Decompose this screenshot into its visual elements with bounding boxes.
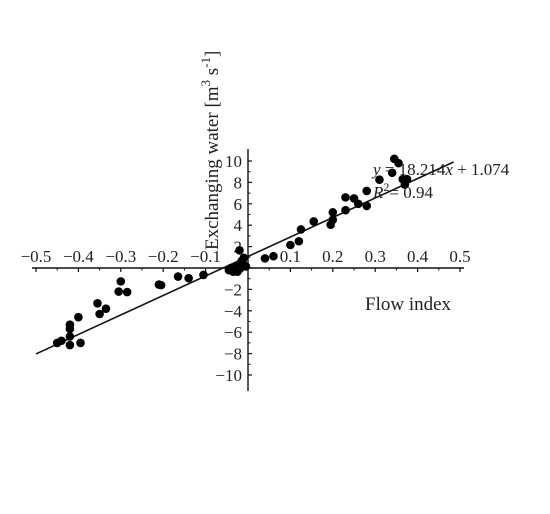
x-tick-label: 0.5 bbox=[449, 247, 470, 266]
data-point bbox=[362, 186, 372, 196]
y-axis-title-end: ] bbox=[202, 51, 223, 57]
r-sup: 2 bbox=[383, 180, 389, 194]
y-tick-label: −6 bbox=[224, 323, 242, 342]
x-tick-label: −0.1 bbox=[190, 247, 221, 266]
data-point bbox=[116, 277, 126, 286]
data-point bbox=[65, 332, 75, 341]
data-point bbox=[199, 270, 208, 280]
eq-x-var: x bbox=[444, 160, 453, 179]
y-tick-label: 4 bbox=[234, 216, 243, 235]
x-tick-label: 0.4 bbox=[407, 247, 429, 266]
y-tick-label: −2 bbox=[224, 280, 242, 299]
data-point bbox=[235, 246, 244, 255]
y-tick-label: 6 bbox=[234, 195, 243, 214]
data-point bbox=[101, 304, 111, 313]
data-point bbox=[76, 338, 85, 348]
data-point bbox=[269, 251, 278, 261]
y-axis-title: Exchanging water [m3 s-1] bbox=[198, 51, 223, 250]
y-axis-title-sup1: 3 bbox=[198, 80, 213, 87]
data-point bbox=[241, 262, 251, 271]
data-points bbox=[52, 154, 412, 350]
eq-middle: = 18.214 bbox=[381, 160, 446, 179]
y-tick-label: 8 bbox=[234, 173, 243, 192]
x-tick-label: 0.2 bbox=[322, 247, 343, 266]
y-axis-title-main: Exchanging water [m bbox=[202, 86, 223, 250]
eq-y-var: y bbox=[371, 160, 381, 179]
data-point bbox=[341, 193, 350, 202]
y-tick-label: −8 bbox=[224, 345, 242, 364]
r-text: = 0.94 bbox=[389, 183, 433, 202]
data-point bbox=[173, 272, 183, 281]
x-axis-title: Flow index bbox=[365, 294, 452, 315]
data-point bbox=[402, 174, 412, 184]
data-point bbox=[122, 287, 132, 297]
data-point bbox=[286, 240, 295, 250]
eq-tail: + 1.074 bbox=[453, 160, 510, 179]
data-point bbox=[353, 199, 363, 209]
r-var: R bbox=[372, 183, 384, 202]
x-tick-label: −0.3 bbox=[105, 247, 136, 266]
data-point bbox=[239, 253, 249, 263]
y-axis-title-mid: s bbox=[202, 68, 223, 80]
data-point bbox=[57, 336, 66, 346]
x-tick-label: −0.2 bbox=[148, 247, 179, 266]
data-point bbox=[387, 168, 397, 178]
y-tick-label: 10 bbox=[225, 152, 242, 171]
data-point bbox=[375, 175, 384, 185]
data-point bbox=[65, 320, 75, 330]
data-point bbox=[309, 217, 319, 226]
data-point bbox=[341, 205, 350, 215]
data-point bbox=[294, 236, 304, 246]
x-tick-label: 0.1 bbox=[280, 247, 301, 266]
data-point bbox=[156, 280, 166, 290]
y-axis-title-sup2: -1 bbox=[198, 57, 213, 68]
x-tick-label: −0.4 bbox=[63, 247, 94, 266]
data-point bbox=[328, 215, 338, 225]
data-point bbox=[74, 312, 83, 322]
data-point bbox=[362, 201, 372, 211]
data-point bbox=[296, 225, 306, 234]
data-point bbox=[328, 208, 338, 217]
data-point bbox=[93, 299, 102, 308]
regression-equation: y = 18.214x + 1.074 bbox=[371, 160, 510, 179]
data-point bbox=[260, 254, 270, 263]
data-point bbox=[114, 287, 123, 296]
x-tick-label: −0.5 bbox=[21, 247, 52, 266]
y-tick-label: −10 bbox=[215, 366, 242, 385]
data-point bbox=[65, 340, 75, 350]
x-tick-label: 0.3 bbox=[365, 247, 386, 266]
data-point bbox=[184, 273, 193, 283]
y-tick-label: −4 bbox=[224, 302, 243, 321]
data-point bbox=[95, 309, 104, 319]
data-point bbox=[394, 158, 403, 168]
r-squared-label: R2= 0.94 bbox=[372, 180, 433, 202]
